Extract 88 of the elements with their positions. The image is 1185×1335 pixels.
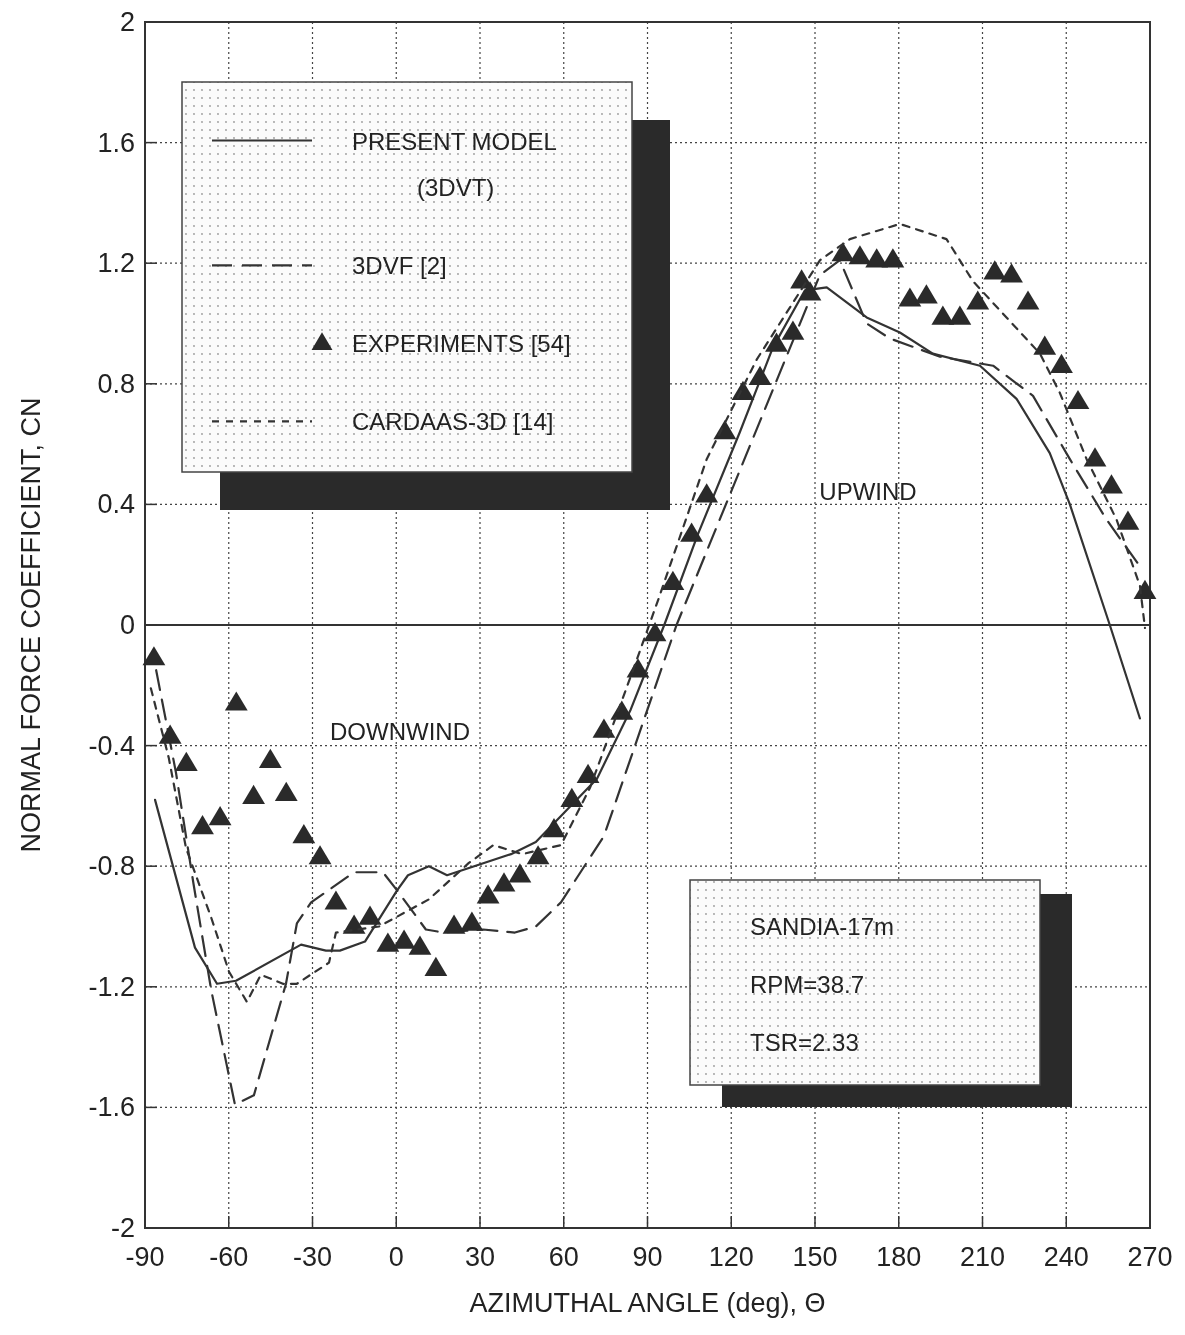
point [376,932,400,952]
y-tick-label: -2 [110,1213,135,1243]
point [1050,353,1073,373]
x-tick-label: 270 [1127,1242,1173,1272]
y-tick-label: -0.4 [88,730,135,761]
point [914,284,938,304]
point [408,935,432,955]
point [610,700,634,720]
annotation: RPM=38.7 [750,971,865,998]
point [695,483,719,503]
point [308,845,332,865]
legend-label: CARDAAS-3D [14] [352,408,554,436]
x-tick-label: 150 [792,1242,838,1272]
y-tick-label: 0.8 [97,368,135,399]
x-tick-label: -60 [209,1242,249,1272]
point [424,956,448,976]
point [680,522,704,542]
point [1033,335,1057,355]
legend-label: EXPERIMENTS [54] [352,330,571,358]
y-tick-label: -0.8 [88,851,135,882]
annotation: UPWIND [819,478,917,505]
point [881,248,905,268]
point [358,905,382,925]
point [476,884,500,904]
x-tick-label: 30 [464,1242,496,1272]
point [526,845,550,865]
annotation: DOWNWIND [330,718,470,745]
point [442,914,466,934]
point [224,691,248,711]
point [798,281,822,301]
x-tick-label: 240 [1043,1242,1089,1272]
x-tick-label: 90 [632,1242,663,1272]
x-tick-label: 0 [388,1242,404,1272]
point [576,763,600,783]
y-tick-label: 0.4 [97,489,135,520]
annotation: SANDIA-17m [750,913,895,940]
point [392,929,416,949]
point [274,781,298,802]
point [1116,510,1140,530]
point [781,320,805,340]
point [242,784,265,805]
legend-label: PRESENT MODEL (3DVT) [352,127,557,202]
y-tick-label: 2 [119,7,135,37]
point [1083,447,1107,467]
y-tick-label: -1.6 [88,1092,135,1123]
x-axis-title: AZIMUTHAL ANGLE (deg), Θ [469,1288,826,1318]
point [342,914,366,934]
point [460,911,484,931]
point [898,287,922,307]
y-tick-label: 0 [119,610,135,640]
y-axis-title: NORMAL FORCE COEFFICIENT, CN [16,397,46,853]
y-tick-label: 1.2 [97,248,135,279]
point [661,570,685,590]
point [142,646,166,666]
legend-label: 3DVF [2] [352,252,447,280]
y-tick-label: 1.6 [97,127,135,158]
point [1100,474,1123,494]
point [1133,579,1157,600]
point [492,872,516,892]
point [1016,290,1040,310]
point [966,290,990,310]
point [848,245,872,265]
point [292,824,316,844]
annotation: TSR=2.33 [750,1029,859,1056]
point [643,622,667,642]
point [1000,263,1023,283]
point [508,863,532,883]
point [258,748,282,768]
y-tick-label: -1.2 [88,971,135,1002]
point [1066,389,1090,410]
x-tick-label: -30 [292,1242,333,1272]
x-tick-label: -90 [125,1242,165,1272]
x-tick-label: 60 [548,1242,579,1272]
point [191,815,214,835]
point [748,365,772,385]
point [948,305,972,325]
x-tick-label: 180 [876,1242,922,1272]
point [158,724,182,744]
point [560,787,584,808]
point [765,332,788,352]
point [324,890,348,910]
x-tick-label: 210 [959,1242,1006,1272]
point [174,751,198,771]
point [592,718,616,738]
point [208,805,232,826]
point [542,818,566,838]
point [983,260,1007,280]
x-tick-label: 120 [708,1242,754,1272]
